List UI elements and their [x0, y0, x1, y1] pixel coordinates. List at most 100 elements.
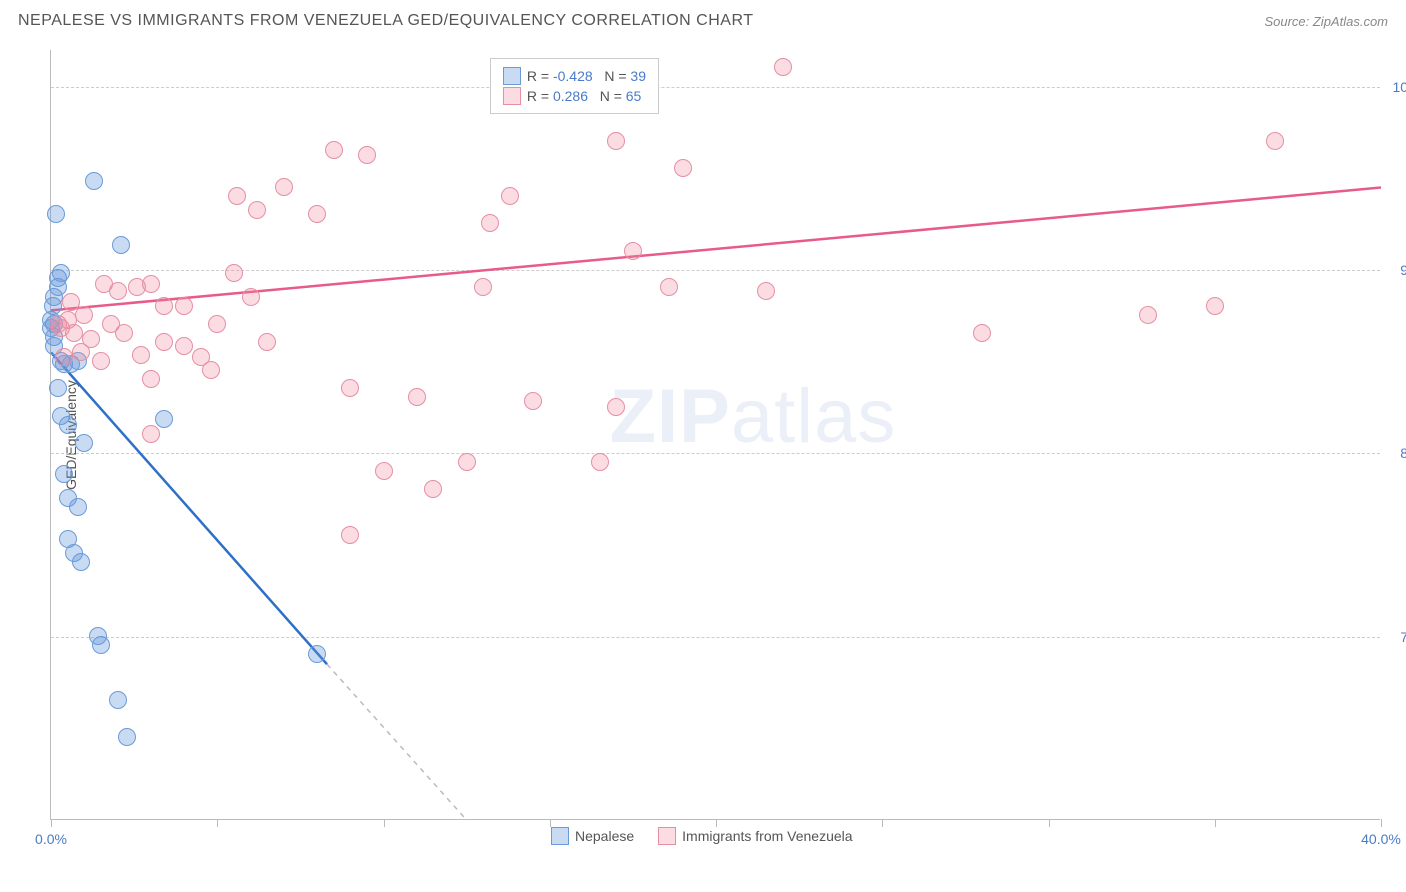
data-point-venezuela [115, 324, 133, 342]
x-tick [51, 819, 52, 827]
stats-legend: R = -0.428 N = 39 R = 0.286 N = 65 [490, 58, 659, 114]
watermark: ZIPatlas [610, 373, 897, 460]
data-point-venezuela [325, 141, 343, 159]
data-point-venezuela [660, 278, 678, 296]
data-point-venezuela [202, 361, 220, 379]
data-point-venezuela [228, 187, 246, 205]
trend-layer [51, 50, 1381, 820]
data-point-nepalese [308, 645, 326, 663]
swatch-nepalese [503, 67, 521, 85]
grid-line [51, 637, 1380, 638]
stats-row-nepalese: R = -0.428 N = 39 [503, 67, 646, 85]
data-point-venezuela [1139, 306, 1157, 324]
data-point-venezuela [1266, 132, 1284, 150]
data-point-venezuela [62, 293, 80, 311]
data-point-venezuela [155, 297, 173, 315]
data-point-venezuela [774, 58, 792, 76]
grid-line [51, 453, 1380, 454]
data-point-venezuela [757, 282, 775, 300]
data-point-nepalese [112, 236, 130, 254]
data-point-venezuela [72, 343, 90, 361]
watermark-bold: ZIP [610, 374, 731, 459]
data-point-venezuela [474, 278, 492, 296]
data-point-venezuela [208, 315, 226, 333]
data-point-venezuela [75, 306, 93, 324]
x-tick-label: 0.0% [35, 831, 67, 847]
data-point-venezuela [132, 346, 150, 364]
legend-swatch-nepalese [551, 827, 569, 845]
y-tick-label: 90.0% [1400, 262, 1406, 278]
data-point-venezuela [175, 337, 193, 355]
trend-line-nepalese [51, 353, 327, 665]
data-point-venezuela [65, 324, 83, 342]
x-tick [217, 819, 218, 827]
y-tick-label: 100.0% [1393, 79, 1406, 95]
data-point-venezuela [624, 242, 642, 260]
data-point-venezuela [175, 297, 193, 315]
data-point-venezuela [248, 201, 266, 219]
grid-line [51, 87, 1380, 88]
x-tick [1381, 819, 1382, 827]
data-point-venezuela [258, 333, 276, 351]
x-tick [882, 819, 883, 827]
source-label: Source: ZipAtlas.com [1264, 14, 1388, 29]
legend-item-nepalese: Nepalese [551, 827, 634, 845]
data-point-venezuela [142, 425, 160, 443]
stats-text-nepalese: R = -0.428 N = 39 [527, 68, 646, 84]
data-point-venezuela [142, 275, 160, 293]
data-point-nepalese [109, 691, 127, 709]
data-point-venezuela [524, 392, 542, 410]
legend-item-venezuela: Immigrants from Venezuela [658, 827, 852, 845]
data-point-venezuela [973, 324, 991, 342]
legend-swatch-venezuela [658, 827, 676, 845]
swatch-venezuela [503, 87, 521, 105]
data-point-venezuela [424, 480, 442, 498]
data-point-venezuela [142, 370, 160, 388]
data-point-venezuela [155, 333, 173, 351]
x-tick-label: 40.0% [1361, 831, 1401, 847]
x-tick [1049, 819, 1050, 827]
series-legend: Nepalese Immigrants from Venezuela [551, 825, 853, 847]
stats-text-venezuela: R = 0.286 N = 65 [527, 88, 641, 104]
data-point-venezuela [607, 398, 625, 416]
data-point-nepalese [75, 434, 93, 452]
data-point-venezuela [55, 348, 73, 366]
stats-row-venezuela: R = 0.286 N = 65 [503, 87, 646, 105]
x-tick [1215, 819, 1216, 827]
data-point-venezuela [408, 388, 426, 406]
data-point-nepalese [118, 728, 136, 746]
data-point-nepalese [47, 205, 65, 223]
data-point-venezuela [1206, 297, 1224, 315]
data-point-venezuela [458, 453, 476, 471]
data-point-venezuela [92, 352, 110, 370]
y-tick-label: 80.0% [1400, 445, 1406, 461]
data-point-nepalese [85, 172, 103, 190]
x-tick [384, 819, 385, 827]
data-point-venezuela [501, 187, 519, 205]
data-point-nepalese [69, 498, 87, 516]
data-point-venezuela [308, 205, 326, 223]
watermark-light: atlas [731, 374, 897, 459]
data-point-nepalese [49, 379, 67, 397]
data-point-nepalese [155, 410, 173, 428]
data-point-venezuela [225, 264, 243, 282]
data-point-venezuela [109, 282, 127, 300]
grid-line [51, 270, 1380, 271]
data-point-nepalese [55, 465, 73, 483]
data-point-nepalese [92, 636, 110, 654]
data-point-nepalese [52, 264, 70, 282]
plot-area: GED/Equivalency ZIPatlas 70.0%80.0%90.0%… [50, 50, 1380, 820]
legend-label-venezuela: Immigrants from Venezuela [682, 828, 852, 844]
trend-dash-nepalese [327, 664, 467, 820]
data-point-venezuela [341, 379, 359, 397]
data-point-venezuela [358, 146, 376, 164]
data-point-venezuela [341, 526, 359, 544]
data-point-venezuela [242, 288, 260, 306]
y-tick-label: 70.0% [1400, 629, 1406, 645]
data-point-venezuela [375, 462, 393, 480]
data-point-venezuela [674, 159, 692, 177]
legend-label-nepalese: Nepalese [575, 828, 634, 844]
chart-title: NEPALESE VS IMMIGRANTS FROM VENEZUELA GE… [18, 12, 754, 30]
data-point-venezuela [275, 178, 293, 196]
data-point-venezuela [591, 453, 609, 471]
